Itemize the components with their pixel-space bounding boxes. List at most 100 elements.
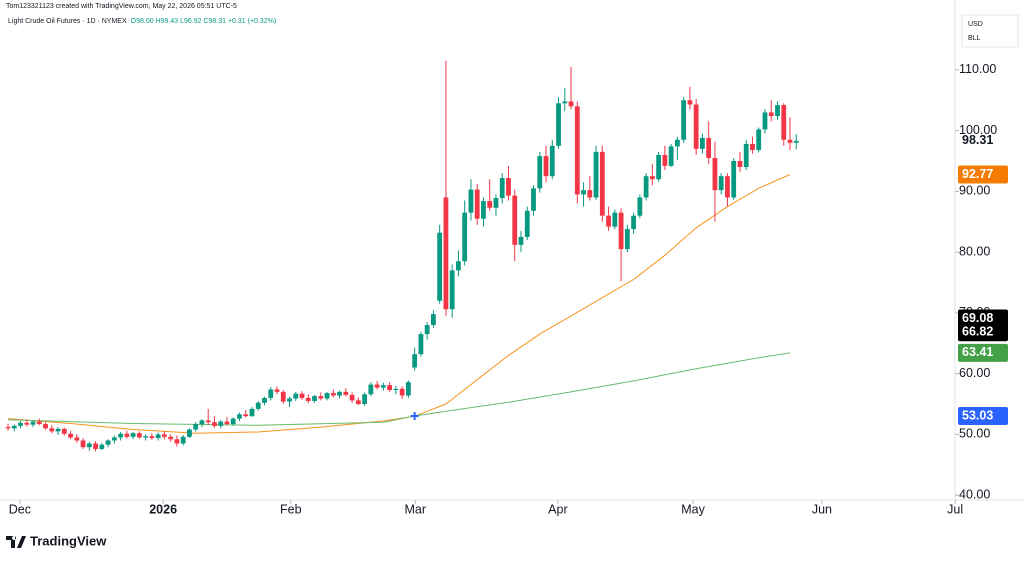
candle-body — [637, 197, 643, 216]
candle-body — [143, 436, 149, 438]
candle-body — [424, 325, 430, 335]
candle-body — [762, 112, 768, 130]
candle-body — [649, 176, 655, 180]
candle-body — [155, 434, 161, 439]
candle-body — [218, 421, 224, 426]
candle-body — [781, 105, 787, 140]
x-tick-label: Jul — [947, 502, 963, 516]
candle-body — [562, 101, 568, 104]
candle-body — [5, 427, 11, 429]
moving-average — [7, 352, 791, 426]
candle-body — [68, 433, 73, 438]
candle-body — [30, 421, 36, 425]
candle-body — [330, 393, 336, 396]
candle-body — [718, 176, 724, 191]
candle-body — [543, 156, 549, 177]
symbol: Light Crude Oil Futures · 1D · NYMEX O98.… — [8, 18, 276, 25]
candle-body — [262, 397, 267, 403]
credit: Tom123321123 created with TradingView.co… — [6, 3, 237, 10]
candle-body — [631, 215, 636, 230]
candle-body — [549, 145, 555, 177]
candle-body — [74, 437, 80, 441]
candle-body — [418, 334, 424, 355]
plot — [5, 60, 799, 452]
candle-body — [243, 414, 249, 417]
candle-body — [793, 140, 799, 143]
candle-body — [362, 394, 367, 405]
candle-body — [587, 190, 593, 198]
logo: TradingView — [6, 533, 107, 548]
candle-body — [224, 421, 230, 425]
symbol-name: Light Crude Oil Futures · 1D · NYMEX — [8, 18, 127, 25]
candle-body — [487, 201, 493, 208]
candle-body — [80, 440, 86, 448]
candle-body — [337, 391, 342, 396]
candle-body — [136, 433, 142, 438]
candle-body — [249, 408, 255, 417]
candle-body — [205, 420, 211, 423]
unit[interactable]: BLL — [968, 35, 981, 42]
candle-body — [305, 397, 311, 401]
candle-body — [355, 400, 361, 405]
candle-body — [574, 106, 580, 195]
candle-body — [750, 143, 755, 151]
candle-body — [193, 424, 199, 430]
unit-box[interactable] — [961, 14, 1019, 48]
candle-body — [568, 101, 574, 107]
candle-body — [93, 443, 98, 449]
candle-body — [124, 433, 130, 437]
candle-body — [606, 215, 611, 227]
candle-body — [693, 104, 699, 149]
candle-body — [255, 402, 261, 409]
candle-body — [162, 434, 167, 437]
candle-body — [743, 143, 749, 168]
candle-body — [86, 443, 92, 448]
x-tick-label: Dec — [9, 502, 31, 516]
candle-body — [111, 437, 117, 441]
candle-body — [187, 429, 192, 437]
candle-body — [268, 389, 274, 398]
currency[interactable]: USD — [968, 21, 983, 28]
candle-body — [537, 156, 543, 189]
candle-body — [174, 439, 180, 444]
price-label: 63.41 — [962, 345, 993, 359]
candle-body — [130, 433, 136, 437]
candle-body — [149, 436, 155, 439]
candle-body — [24, 422, 30, 425]
y-tick-label: 50.00 — [959, 427, 990, 441]
x-tick-label: Mar — [404, 502, 426, 516]
price-label: 53.03 — [962, 408, 993, 422]
price-label-box — [958, 343, 1008, 362]
candle-body — [624, 229, 630, 250]
candle-body — [230, 418, 236, 425]
y-tick-label: 60.00 — [959, 366, 990, 380]
candle-body — [349, 394, 355, 401]
candle-body — [687, 100, 693, 105]
brand: TradingView — [30, 533, 107, 548]
candle-body — [618, 212, 624, 250]
candle-body — [324, 393, 330, 399]
candle-body — [180, 436, 186, 444]
candle-body — [399, 388, 405, 396]
candle-body — [612, 212, 618, 227]
candle-body — [712, 157, 718, 191]
candle-body — [431, 314, 436, 326]
candle-body — [11, 425, 17, 429]
moving-average — [7, 174, 791, 434]
candle-body — [437, 232, 443, 301]
candle-body — [393, 388, 399, 391]
candle-body — [374, 384, 380, 388]
y-tick-label: 80.00 — [959, 244, 990, 258]
candle-body — [506, 178, 511, 196]
candle-body — [449, 270, 455, 310]
candle-body — [99, 444, 105, 449]
candle-body — [787, 139, 793, 143]
candle-body — [387, 385, 393, 391]
ohlc: O98.00 H99.43 L96.92 C98.31 +0.31 (+0.32… — [131, 18, 277, 25]
x-tick-label: Feb — [280, 502, 302, 516]
candle-body — [768, 112, 774, 117]
candle-body — [274, 389, 280, 392]
candle-body — [343, 391, 349, 395]
candle-body — [581, 190, 586, 195]
